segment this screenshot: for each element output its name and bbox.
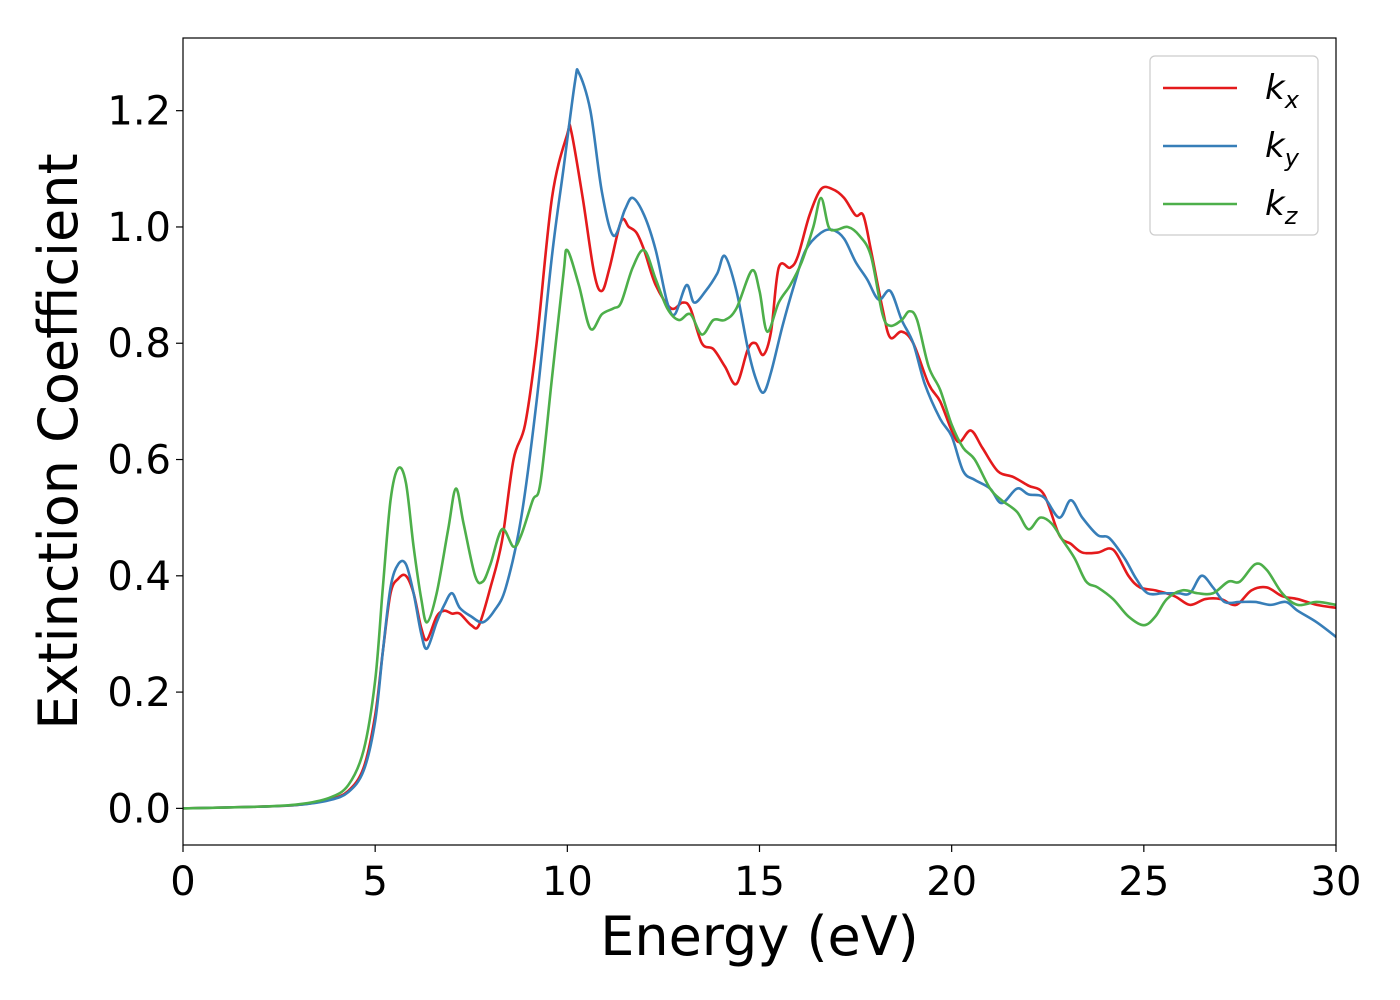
legend-label-kz: kz — [1265, 184, 1299, 230]
x-tick-label: 15 — [734, 859, 785, 905]
x-tick-label: 20 — [926, 859, 977, 905]
y-axis-title: Extinction Coefficient — [27, 153, 90, 729]
series-line-kz — [183, 196, 1336, 810]
x-tick-label: 10 — [542, 859, 593, 905]
x-tick-label: 25 — [1118, 859, 1169, 905]
legend-label-ky: ky — [1265, 126, 1300, 172]
x-tick-label: 0 — [170, 859, 195, 905]
x-axis-title: Energy (eV) — [600, 905, 919, 968]
y-tick-label: 0.4 — [107, 554, 171, 600]
y-tick-label: 1.0 — [107, 205, 171, 251]
series-line-ky — [183, 67, 1336, 810]
plot-lines — [183, 67, 1336, 810]
legend: kx ky kz — [1149, 55, 1319, 236]
series-line-kx — [183, 123, 1336, 810]
y-axis: 0.0 0.2 0.4 0.6 0.8 1.0 1.2 — [107, 89, 183, 832]
x-axis: 0 5 10 15 20 25 30 — [170, 845, 1361, 905]
y-tick-label: 0.6 — [107, 438, 171, 484]
y-tick-label: 0.2 — [107, 670, 171, 716]
x-tick-label: 30 — [1311, 859, 1362, 905]
y-tick-label: 1.2 — [107, 89, 171, 135]
legend-label-kx: kx — [1265, 68, 1300, 114]
x-tick-label: 5 — [362, 859, 387, 905]
y-tick-label: 0.0 — [107, 786, 171, 832]
y-tick-label: 0.8 — [107, 321, 171, 367]
